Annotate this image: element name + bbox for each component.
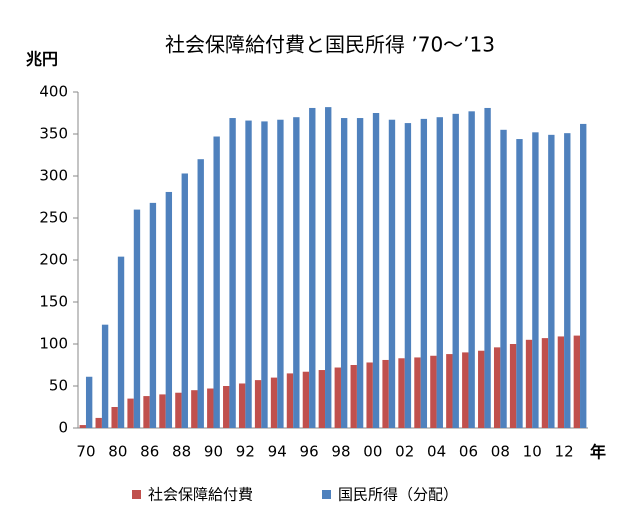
y-tick-label: 250	[39, 209, 68, 227]
y-tick-label: 50	[49, 377, 68, 395]
bar	[302, 371, 310, 428]
y-tick-label: 100	[39, 335, 68, 353]
bar	[452, 113, 459, 428]
bar	[95, 417, 102, 428]
x-tick-label: 02	[395, 443, 414, 461]
bar	[286, 373, 294, 428]
bar	[462, 352, 469, 428]
bar	[388, 119, 396, 428]
bar	[580, 123, 587, 429]
x-tick-label: 88	[172, 443, 191, 461]
bar	[500, 129, 507, 429]
bar	[143, 396, 150, 428]
x-tick-label: 10	[523, 443, 542, 461]
y-tick-label: 300	[39, 167, 68, 185]
bar	[175, 392, 182, 428]
bar	[382, 359, 389, 428]
bar	[564, 133, 571, 428]
bar	[398, 358, 405, 428]
bar	[334, 367, 341, 428]
bar	[404, 123, 412, 428]
bar	[229, 118, 236, 428]
bar	[493, 347, 501, 428]
bar	[117, 256, 125, 428]
bar	[468, 111, 475, 428]
bar	[159, 394, 166, 428]
bar	[101, 324, 109, 428]
x-tick-label: 00	[363, 443, 382, 461]
legend-swatch	[132, 490, 141, 499]
legend-label: 社会保障給付費	[148, 486, 253, 504]
bar	[207, 388, 214, 428]
bar	[366, 362, 373, 428]
bar	[478, 350, 485, 428]
bar	[557, 336, 565, 428]
bar	[165, 191, 173, 428]
x-tick-label: 98	[331, 443, 350, 461]
legend-label: 国民所得（分配）	[338, 486, 458, 504]
y-tick-label: 350	[39, 125, 68, 143]
bar	[420, 118, 428, 428]
bar	[213, 136, 220, 428]
bar	[414, 357, 421, 428]
bar	[238, 383, 246, 428]
bar	[430, 355, 437, 428]
y-tick-label: 400	[39, 83, 68, 101]
bar	[293, 117, 300, 428]
y-tick-label: 150	[39, 293, 68, 311]
bar	[111, 407, 118, 428]
x-tick-label: 90	[204, 443, 223, 461]
legend-swatch	[322, 490, 331, 499]
y-unit: 兆円	[26, 50, 58, 69]
x-tick-label: 80	[108, 443, 127, 461]
bar	[525, 339, 533, 428]
x-tick-label: 70	[76, 443, 95, 461]
bar	[350, 365, 357, 428]
bar	[573, 335, 581, 428]
x-tick-label: 06	[459, 443, 478, 461]
bar	[133, 209, 141, 428]
x-tick-label: 92	[236, 443, 255, 461]
bar	[277, 119, 284, 428]
bar	[223, 386, 230, 428]
bar	[127, 398, 134, 428]
bar	[541, 338, 549, 428]
bar	[516, 139, 523, 429]
bar	[484, 107, 491, 429]
bar	[372, 113, 380, 428]
x-tick-label: 12	[555, 443, 574, 461]
bar	[254, 380, 262, 428]
x-tick-label: 96	[300, 443, 319, 461]
bar	[532, 132, 539, 428]
bar	[245, 120, 252, 428]
x-unit: 年	[590, 443, 606, 462]
bar	[325, 107, 332, 429]
bar	[340, 118, 348, 428]
bar	[548, 134, 555, 428]
bar	[270, 377, 278, 428]
bar	[149, 202, 157, 428]
bar	[446, 354, 453, 428]
x-tick-label: 94	[268, 443, 287, 461]
y-tick-label: 0	[58, 419, 68, 437]
bar	[79, 425, 86, 428]
bar	[509, 344, 517, 428]
bar	[197, 159, 204, 428]
x-tick-label: 86	[140, 443, 159, 461]
bar	[356, 118, 364, 428]
bar	[261, 121, 268, 429]
y-tick-label: 200	[39, 251, 68, 269]
x-tick-label: 08	[491, 443, 510, 461]
x-tick-label: 04	[427, 443, 446, 461]
bar	[181, 173, 188, 428]
bar	[309, 107, 316, 429]
chart-title: 社会保障給付費と国民所得 ’70～’13	[165, 33, 495, 57]
bar	[436, 117, 443, 428]
bar	[191, 390, 198, 428]
bar	[318, 370, 326, 428]
bar	[85, 376, 93, 428]
